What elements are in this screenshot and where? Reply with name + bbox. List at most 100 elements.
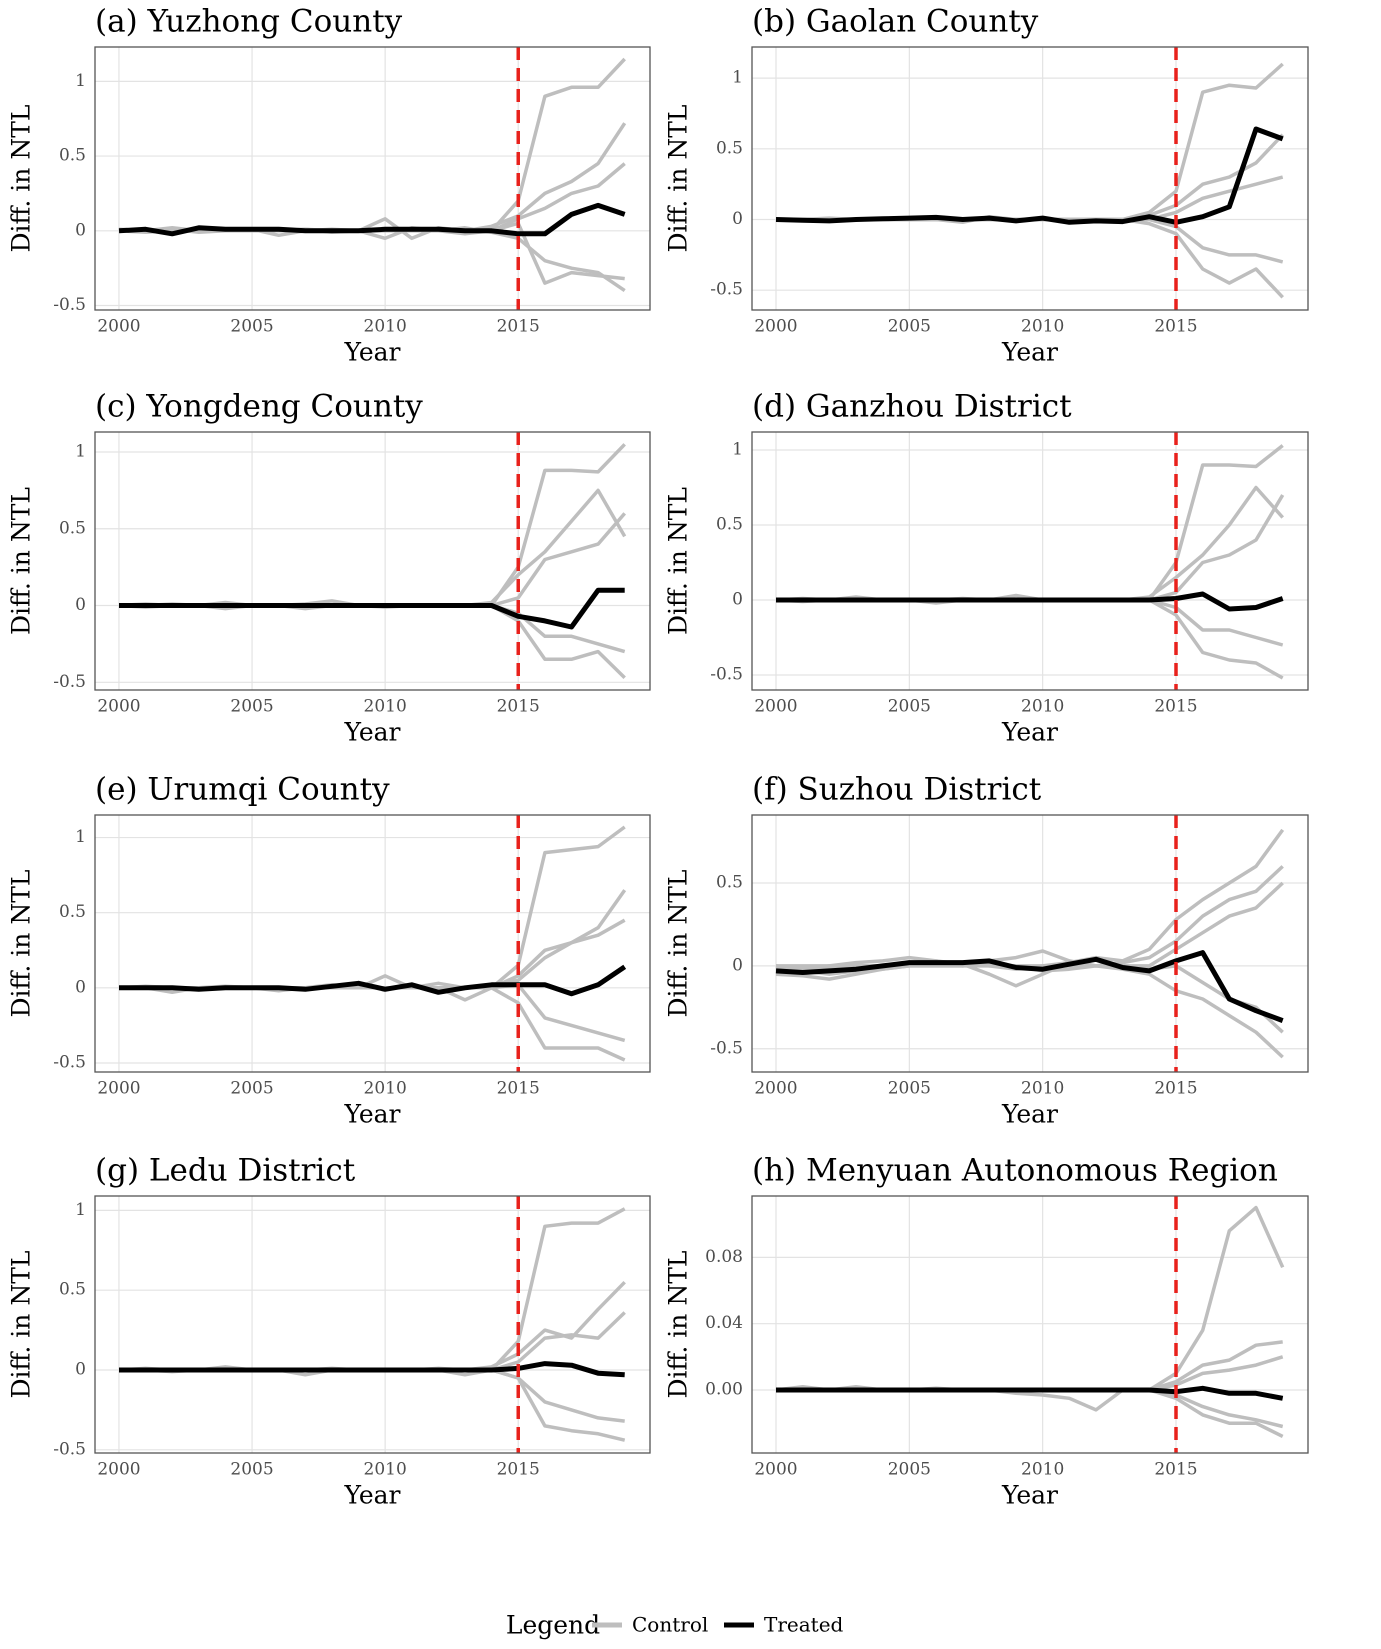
panel-title: (b) Gaolan County (752, 4, 1039, 40)
panel-title: (d) Ganzhou District (752, 389, 1072, 425)
x-tick-label: 2000 (754, 1079, 797, 1099)
control-line (119, 603, 626, 654)
control-line (119, 512, 627, 608)
y-tick-label: 1 (75, 827, 86, 847)
x-tick-label: 2010 (1021, 1460, 1064, 1480)
treated-line (775, 950, 1284, 1023)
x-axis-label: Year (1001, 1100, 1058, 1129)
legend-label: Control (632, 1613, 708, 1637)
panel-border (751, 814, 1309, 1073)
y-axis-label: Diff. in NTL (664, 870, 693, 1018)
y-tick-label: 0 (732, 955, 743, 975)
x-tick-label: 2015 (1154, 1079, 1197, 1099)
control-line (119, 1368, 625, 1423)
legend-title: Legend (506, 1611, 600, 1640)
control-line (776, 598, 1284, 647)
x-tick-label: 2015 (497, 697, 540, 717)
y-tick-label: 0 (732, 209, 743, 229)
treated-line (775, 126, 1284, 225)
y-tick-label: 0 (75, 220, 86, 240)
control-line (118, 122, 627, 241)
x-axis-label: Year (344, 1481, 401, 1510)
control-line (776, 444, 1284, 602)
x-axis-label: Year (1001, 1481, 1058, 1510)
panel-title: (h) Menyuan Autonomous Region (752, 1153, 1278, 1189)
control-line (776, 1388, 1284, 1429)
y-tick-label: 0.5 (716, 515, 743, 535)
x-tick-label: 2005 (888, 697, 931, 717)
y-tick-label: 0 (75, 1359, 86, 1379)
y-tick-label: 1 (732, 440, 743, 460)
control-line (118, 1280, 626, 1372)
y-tick-label: 1 (75, 441, 86, 461)
control-line (776, 1388, 1284, 1438)
y-tick-label: -0.5 (53, 1439, 86, 1459)
y-axis-label: Diff. in NTL (7, 1251, 36, 1399)
y-axis-label: Diff. in NTL (7, 487, 36, 635)
x-tick-label: 2000 (97, 697, 140, 717)
y-axis-label: Diff. in NTL (7, 870, 36, 1018)
x-axis-label: Year (1001, 718, 1058, 747)
y-axis-label: Diff. in NTL (664, 105, 693, 253)
x-tick-label: 2015 (1154, 317, 1197, 337)
y-tick-label: 0.5 (716, 138, 743, 158)
x-tick-label: 2005 (230, 317, 273, 337)
panel-title: (g) Ledu District (95, 1153, 356, 1189)
x-tick-label: 2010 (364, 1460, 407, 1480)
x-tick-label: 2010 (364, 317, 407, 337)
y-tick-label: 0 (732, 590, 743, 610)
control-line (776, 1355, 1284, 1392)
panel-title: (e) Urumqi County (95, 772, 390, 808)
panel-title: (a) Yuzhong County (95, 4, 403, 40)
control-line (776, 217, 1284, 264)
control-line (119, 1368, 626, 1442)
treated-line (119, 587, 625, 630)
y-tick-label: -0.5 (53, 1052, 86, 1072)
control-line (118, 603, 626, 679)
panel-border (94, 46, 651, 311)
y-axis-label: Diff. in NTL (7, 105, 36, 253)
control-line (776, 133, 1284, 225)
control-line (775, 598, 1284, 680)
x-tick-label: 2000 (754, 1460, 797, 1480)
treated-line (119, 1361, 625, 1378)
panel-border (751, 431, 1309, 691)
y-tick-label: 0.08 (705, 1247, 743, 1267)
treated-line (776, 591, 1284, 612)
y-tick-label: 0.5 (59, 518, 86, 538)
x-tick-label: 2005 (888, 1079, 931, 1099)
treated-line (776, 1385, 1284, 1401)
y-tick-label: 0.5 (59, 1280, 86, 1300)
y-tick-label: 0.5 (59, 146, 86, 166)
control-line (775, 828, 1285, 988)
x-tick-label: 2000 (97, 317, 140, 337)
x-tick-label: 2000 (97, 1460, 140, 1480)
control-line (775, 865, 1284, 971)
x-axis-label: Year (1001, 338, 1058, 367)
x-tick-label: 2010 (1021, 1079, 1064, 1099)
panel-border (94, 814, 651, 1073)
y-tick-label: 0.5 (716, 872, 743, 892)
y-tick-label: 1 (75, 71, 86, 91)
x-tick-label: 2005 (230, 1460, 273, 1480)
y-axis-label: Diff. in NTL (664, 487, 693, 635)
x-tick-label: 2005 (230, 697, 273, 717)
control-line (775, 485, 1285, 602)
y-tick-label: -0.5 (53, 672, 86, 692)
control-line (119, 825, 626, 990)
x-tick-label: 2015 (497, 1460, 540, 1480)
y-tick-label: 1 (75, 1200, 86, 1220)
control-line (776, 494, 1285, 602)
panel-border (94, 1195, 651, 1454)
x-tick-label: 2000 (97, 1079, 140, 1099)
legend-label: Treated (764, 1613, 844, 1637)
control-line (119, 443, 626, 608)
y-tick-label: 0.00 (705, 1379, 743, 1399)
y-tick-label: -0.5 (710, 665, 743, 685)
x-tick-label: 2010 (1021, 697, 1064, 717)
y-tick-label: 1 (732, 68, 743, 88)
treated-line (118, 202, 626, 237)
panel-border (751, 46, 1309, 311)
control-line (119, 1207, 626, 1372)
